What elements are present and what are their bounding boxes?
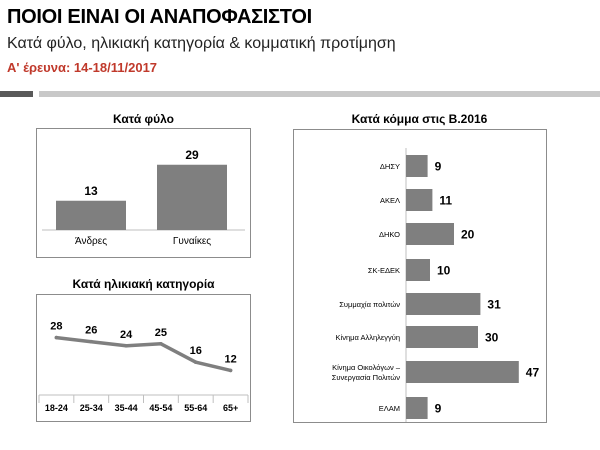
party-bar (406, 361, 519, 383)
party-category-label: ΔΗΣΥ (380, 162, 400, 171)
gender-value-label: 29 (185, 148, 199, 162)
age-data-point (228, 368, 233, 373)
age-value-label: 16 (190, 345, 202, 357)
header-rule-dark (0, 91, 33, 97)
party-category-label: Κίνημα Οικολόγων – Συνεργασία Πολιτών (332, 363, 401, 382)
age-data-point (89, 339, 94, 344)
age-chart-title: Κατά ηλικιακή κατηγορία (72, 277, 215, 291)
gender-chart: 13 Άνδρες 29 Γυναίκες (42, 148, 245, 247)
age-data-point (193, 360, 198, 364)
age-chart-panel: 28 18-24 26 25-34 24 35-44 25 45-54 16 55-64 12 65+ (36, 294, 251, 422)
gender-bar (157, 164, 227, 230)
header-rule-light (39, 91, 600, 97)
age-value-label: 28 (50, 321, 62, 333)
party-category-label: Κίνημα Αλληλεγγύη (336, 333, 400, 342)
age-category-label: 18-24 (45, 403, 68, 413)
age-category-label: 65+ (223, 403, 238, 413)
party-value-label: 30 (485, 331, 499, 345)
gender-chart-title: Κατά φύλο (113, 112, 174, 126)
party-category-label: ΑΚΕΛ (380, 196, 400, 205)
gender-category-label: Άνδρες (75, 236, 107, 247)
age-value-label: 25 (155, 327, 167, 339)
party-value-label: 10 (437, 264, 451, 278)
party-chart: 9 ΔΗΣΥ 11 ΑΚΕΛ 20 ΔΗΚΟ 10 ΣΚ-ΕΔΕΚ 31 Συμμαχία πολ… (332, 148, 540, 426)
age-value-label: 26 (85, 325, 97, 337)
party-category-label: ΣΚ-ΕΔΕΚ (368, 266, 400, 275)
party-value-label: 11 (439, 194, 452, 208)
age-value-label: 12 (224, 353, 236, 365)
gender-value-label: 13 (84, 184, 98, 198)
party-value-label: 9 (435, 160, 442, 174)
age-data-point (159, 341, 163, 346)
party-value-label: 31 (487, 298, 501, 312)
party-bar (406, 397, 428, 419)
party-category-label: Συμμαχία πολιτών (339, 300, 400, 309)
party-chart-panel: 9 ΔΗΣΥ 11 ΑΚΕΛ 20 ΔΗΚΟ 10 ΣΚ-ΕΔΕΚ 31 Συμμαχία πολ… (293, 129, 547, 426)
gender-bar (56, 200, 126, 230)
page-title: ΠΟΙΟΙ ΕΙΝΑΙ ΟΙ ΑΝΑΠΟΦΑΣΙΣΤΟΙ (7, 6, 312, 28)
age-category-label: 55-64 (184, 403, 207, 413)
age-data-point (54, 335, 59, 340)
age-category-label: 45-54 (149, 403, 172, 413)
gender-category-label: Γυναίκες (173, 235, 211, 247)
party-category-label: ΕΛΑΜ (379, 404, 400, 413)
party-bar (406, 189, 433, 211)
party-chart-title: Κατά κόμμα στις Β.2016 (351, 112, 488, 126)
party-value-label: 20 (461, 228, 475, 242)
survey-date: Α' έρευνα: 14-18/11/2017 (7, 60, 158, 75)
party-value-label: 9 (435, 402, 442, 416)
party-category-label: ΔΗΚΟ (379, 230, 400, 239)
party-bar (406, 155, 428, 177)
party-bar (406, 259, 430, 281)
age-category-label: 35-44 (115, 403, 138, 413)
gender-chart-panel: 13 Άνδρες 29 Γυναίκες (36, 128, 251, 258)
age-data-point (124, 344, 128, 348)
party-bar (406, 326, 478, 348)
party-value-label: 47 (526, 366, 540, 380)
age-chart: 28 18-24 26 25-34 24 35-44 25 45-54 16 55-64 12 65+ (38, 321, 249, 413)
age-value-label: 24 (120, 329, 133, 341)
party-bar (406, 223, 454, 245)
age-category-label: 25-34 (80, 403, 103, 413)
page-subtitle: Κατά φύλο, ηλικιακή κατηγορία & κομματικ… (7, 35, 396, 52)
age-series-line (54, 335, 233, 373)
party-bar (406, 293, 481, 315)
